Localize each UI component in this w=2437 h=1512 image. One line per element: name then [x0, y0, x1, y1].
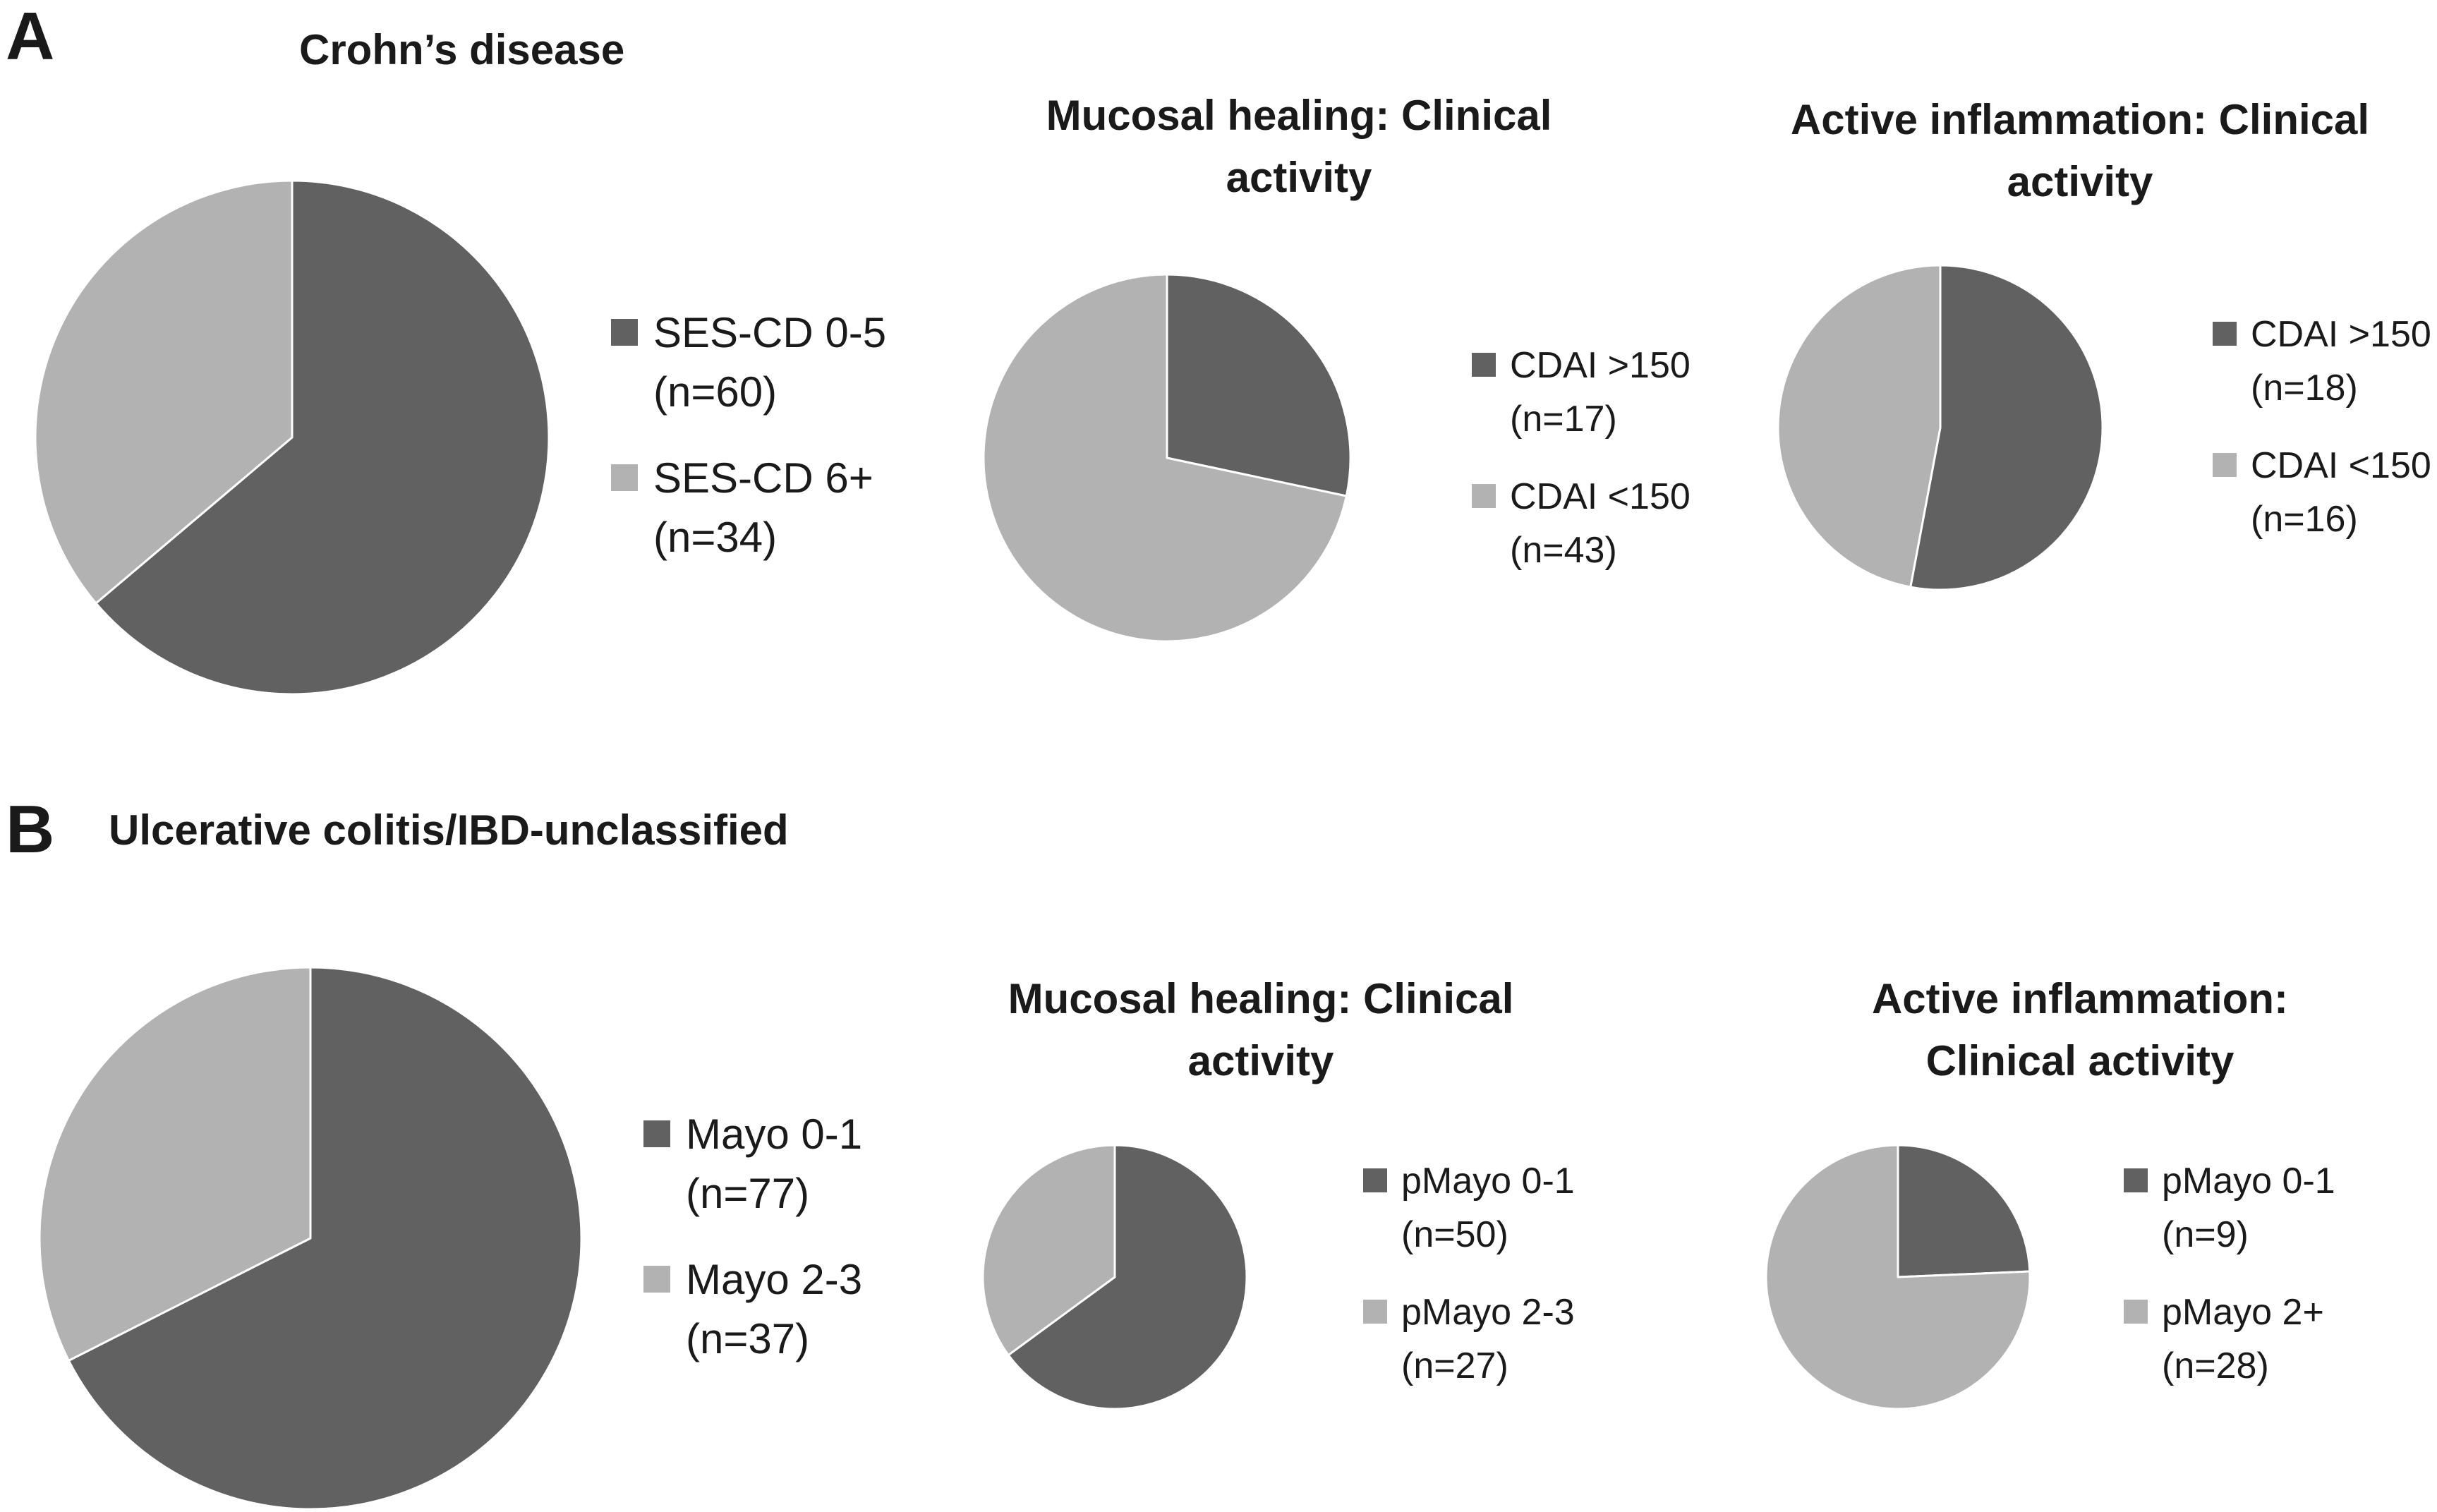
legend-label: CDAI <150 — [2251, 445, 2431, 486]
legend-label: pMayo 2+ — [2162, 1292, 2324, 1333]
legend-label: CDAI >150 — [1510, 345, 1691, 386]
legend-label: pMayo 0-1 — [1401, 1161, 1575, 1202]
legend-item-b3-1: pMayo 2+ (n=28) — [2124, 1286, 2335, 1393]
pie-slice-b1-1 — [38, 966, 312, 1362]
legend-swatch-dark — [2213, 322, 2237, 346]
panel-letter-b: B — [6, 792, 55, 867]
legend-label: CDAI >150 — [2251, 314, 2431, 355]
chart-title-a2-line1: Mucosal healing: Clinical — [1046, 92, 1552, 139]
legend-label: CDAI <150 — [1510, 476, 1691, 517]
chart-title-a3-line1: Active inflammation: Clinical — [1790, 96, 2370, 143]
legend-a1: SES-CD 0-5 (n=60) SES-CD 6+ (n=34) — [611, 303, 886, 567]
pie-slice-a3-1 — [1777, 264, 1942, 588]
pie-slice-a2-0 — [1166, 273, 1352, 497]
legend-item-a2-0: CDAI >150 (n=17) — [1472, 339, 1691, 446]
legend-swatch-light — [1472, 484, 1496, 508]
pie-b3 — [1765, 1144, 2031, 1410]
legend-item-b3-0: pMayo 0-1 (n=9) — [2124, 1154, 2335, 1262]
pie-slice-a2-1 — [982, 273, 1348, 643]
legend-count: (n=16) — [2251, 499, 2358, 540]
legend-item-b1-0: Mayo 0-1 (n=77) — [643, 1105, 862, 1223]
chart-title-a2: Mucosal healing: Clinical activity — [929, 85, 1669, 209]
legend-label: pMayo 2-3 — [1401, 1292, 1575, 1333]
legend-item-a3-0: CDAI >150 (n=18) — [2213, 308, 2431, 415]
chart-title-b2-line2: activity — [1187, 1037, 1334, 1084]
legend-count: (n=50) — [1401, 1214, 1508, 1255]
legend-label: pMayo 0-1 — [2162, 1161, 2335, 1202]
pie-a2 — [982, 273, 1352, 643]
pie-slice-a1-0 — [95, 179, 550, 696]
legend-count: (n=17) — [1510, 399, 1617, 440]
pie-slice-b2-1 — [981, 1144, 1116, 1357]
pie-slice-b3-0 — [1897, 1144, 2031, 1278]
legend-count: (n=34) — [653, 514, 778, 561]
legend-swatch-dark — [1472, 353, 1496, 377]
legend-count: (n=37) — [686, 1315, 810, 1362]
chart-title-b3-line2: Clinical activity — [1925, 1037, 2235, 1084]
legend-swatch-light — [611, 464, 638, 491]
chart-title-b3-line1: Active inflammation: — [1871, 975, 2289, 1022]
chart-title-b2: Mucosal healing: Clinical activity — [890, 968, 1631, 1092]
pie-b2 — [981, 1144, 1248, 1410]
pie-slice-a3-0 — [1909, 264, 2104, 591]
legend-count: (n=9) — [2162, 1214, 2249, 1255]
legend-swatch-dark — [2124, 1168, 2148, 1192]
legend-item-a2-1: CDAI <150 (n=43) — [1472, 470, 1691, 577]
legend-swatch-dark — [611, 319, 638, 346]
legend-swatch-light — [2213, 453, 2237, 477]
chart-title-b2-line1: Mucosal healing: Clinical — [1008, 975, 1514, 1022]
chart-title-a2-line2: activity — [1226, 154, 1372, 201]
legend-item-b2-1: pMayo 2-3 (n=27) — [1363, 1286, 1575, 1393]
legend-count: (n=28) — [2162, 1345, 2269, 1386]
legend-b1: Mayo 0-1 (n=77) Mayo 2-3 (n=37) — [643, 1105, 862, 1369]
legend-item-b2-0: pMayo 0-1 (n=50) — [1363, 1154, 1575, 1262]
legend-label: SES-CD 6+ — [653, 454, 873, 502]
legend-item-a1-0: SES-CD 0-5 (n=60) — [611, 303, 886, 422]
pie-slice-a1-1 — [34, 179, 294, 605]
panel-title-uc: Ulcerative colitis/IBD-unclassified — [109, 806, 789, 854]
legend-label: Mayo 2-3 — [686, 1256, 863, 1303]
legend-swatch-light — [1363, 1300, 1387, 1324]
legend-swatch-light — [643, 1266, 670, 1293]
legend-b3: pMayo 0-1 (n=9) pMayo 2+ (n=28) — [2124, 1154, 2335, 1393]
legend-label: SES-CD 0-5 — [653, 309, 887, 356]
legend-swatch-light — [2124, 1300, 2148, 1324]
legend-swatch-dark — [643, 1120, 670, 1147]
panel-title-crohns: Crohn’s disease — [299, 26, 625, 73]
legend-swatch-dark — [1363, 1168, 1387, 1192]
legend-count: (n=60) — [653, 368, 778, 416]
chart-title-b3: Active inflammation: Clinical activity — [1727, 968, 2433, 1092]
legend-a2: CDAI >150 (n=17) CDAI <150 (n=43) — [1472, 339, 1691, 577]
legend-count: (n=18) — [2251, 368, 2358, 409]
pie-a1 — [34, 179, 550, 696]
panel-letter-a: A — [6, 0, 55, 74]
pie-slice-b2-0 — [1007, 1144, 1248, 1410]
legend-count: (n=43) — [1510, 530, 1617, 571]
legend-item-a3-1: CDAI <150 (n=16) — [2213, 439, 2431, 546]
legend-item-a1-1: SES-CD 6+ (n=34) — [611, 449, 886, 567]
legend-item-b1-1: Mayo 2-3 (n=37) — [643, 1250, 862, 1369]
legend-a3: CDAI >150 (n=18) CDAI <150 (n=16) — [2213, 308, 2431, 546]
pie-slice-b1-0 — [67, 966, 583, 1511]
chart-title-a3: Active inflammation: Clinical activity — [1692, 89, 2437, 213]
legend-label: Mayo 0-1 — [686, 1111, 863, 1158]
legend-count: (n=77) — [686, 1170, 810, 1217]
legend-b2: pMayo 0-1 (n=50) pMayo 2-3 (n=27) — [1363, 1154, 1575, 1393]
legend-count: (n=27) — [1401, 1345, 1508, 1386]
pie-a3 — [1777, 264, 2104, 591]
chart-title-a3-line2: activity — [2007, 158, 2153, 205]
pie-b1 — [38, 966, 583, 1511]
pie-slice-b3-1 — [1765, 1144, 2031, 1410]
